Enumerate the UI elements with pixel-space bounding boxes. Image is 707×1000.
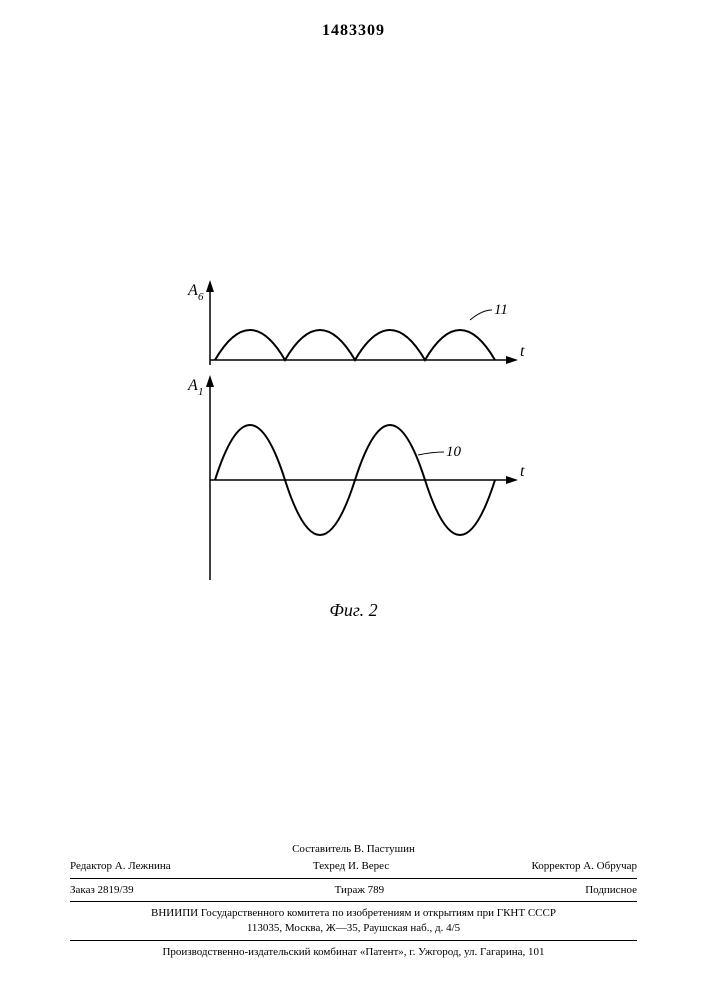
org-line-3: Производственно-издательский комбинат «П… [70, 945, 637, 960]
svg-text:6: 6 [198, 291, 204, 303]
footer-block: Составитель В. Пастушин Редактор А. Лежн… [70, 842, 637, 960]
org-line-1: ВНИИПИ Государственного комитета по изоб… [70, 906, 637, 921]
org-line-2: 113035, Москва, Ж—35, Раушская наб., д. … [70, 921, 637, 936]
figure-2: A 6 t 11 A 1 t 10 [170, 280, 550, 600]
tech-editor: Техред И. Верес [313, 859, 389, 874]
curve-11-label: 11 [494, 302, 508, 318]
circulation: Тираж 789 [335, 883, 385, 898]
patent-number: 1483309 [0, 22, 707, 40]
svg-text:1: 1 [198, 386, 204, 398]
bottom-y-label: A [187, 377, 198, 394]
page: 1483309 A 6 t 11 [0, 0, 707, 1000]
subscription: Подписное [585, 883, 637, 898]
compiler-line: Составитель В. Пастушин [70, 842, 637, 857]
bottom-x-label: t [520, 463, 525, 480]
curve-11 [215, 330, 495, 360]
editor: Редактор А. Лежнина [70, 859, 171, 874]
order-number: Заказ 2819/39 [70, 883, 134, 898]
curve-10-label: 10 [446, 444, 462, 460]
top-y-label: A [187, 282, 198, 299]
figure-caption: Фиг. 2 [0, 600, 707, 621]
waveform-diagram: A 6 t 11 A 1 t 10 [170, 280, 550, 600]
corrector: Корректор А. Обручар [531, 859, 637, 874]
top-x-label: t [520, 343, 525, 360]
